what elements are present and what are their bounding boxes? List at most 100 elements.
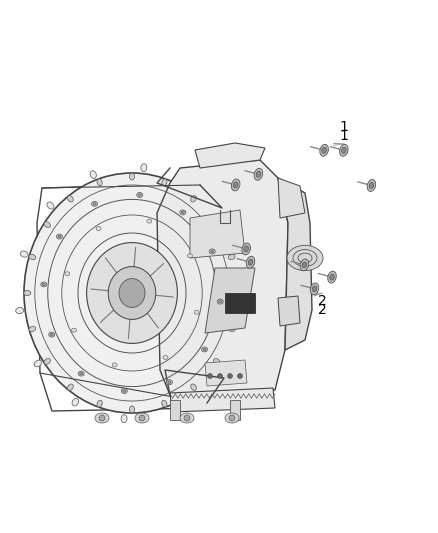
- Ellipse shape: [237, 325, 245, 331]
- Polygon shape: [190, 210, 245, 258]
- Ellipse shape: [29, 254, 36, 260]
- Circle shape: [184, 415, 190, 421]
- Ellipse shape: [162, 179, 167, 185]
- Ellipse shape: [312, 286, 317, 292]
- Ellipse shape: [171, 406, 178, 414]
- Ellipse shape: [256, 171, 261, 177]
- Ellipse shape: [228, 254, 235, 260]
- Ellipse shape: [135, 413, 149, 423]
- Text: 2: 2: [318, 303, 326, 317]
- Circle shape: [229, 415, 235, 421]
- Ellipse shape: [57, 234, 63, 239]
- Ellipse shape: [44, 222, 50, 228]
- Ellipse shape: [219, 300, 222, 303]
- Ellipse shape: [65, 272, 70, 276]
- Ellipse shape: [41, 282, 47, 287]
- Ellipse shape: [130, 406, 134, 413]
- Ellipse shape: [29, 326, 36, 332]
- Ellipse shape: [67, 196, 73, 202]
- Polygon shape: [205, 360, 247, 386]
- Ellipse shape: [138, 193, 141, 196]
- Ellipse shape: [211, 250, 214, 253]
- Ellipse shape: [203, 348, 206, 351]
- Ellipse shape: [191, 384, 197, 390]
- Circle shape: [139, 415, 145, 421]
- Ellipse shape: [166, 379, 173, 385]
- Ellipse shape: [95, 413, 109, 423]
- Ellipse shape: [96, 227, 101, 231]
- Ellipse shape: [50, 333, 53, 336]
- Ellipse shape: [97, 400, 102, 407]
- Ellipse shape: [330, 274, 334, 280]
- Ellipse shape: [194, 310, 199, 314]
- Ellipse shape: [328, 271, 336, 283]
- Ellipse shape: [214, 222, 220, 228]
- Ellipse shape: [123, 390, 126, 392]
- Text: 2: 2: [318, 294, 326, 308]
- Circle shape: [208, 374, 212, 378]
- Ellipse shape: [300, 259, 309, 271]
- Ellipse shape: [108, 266, 156, 319]
- Ellipse shape: [298, 253, 312, 263]
- Ellipse shape: [162, 400, 167, 407]
- Ellipse shape: [293, 249, 317, 266]
- Ellipse shape: [42, 283, 45, 286]
- Ellipse shape: [163, 356, 168, 359]
- Polygon shape: [205, 268, 255, 333]
- Ellipse shape: [24, 290, 31, 295]
- Ellipse shape: [224, 223, 232, 230]
- Ellipse shape: [310, 283, 319, 295]
- Ellipse shape: [80, 373, 83, 375]
- Ellipse shape: [71, 328, 77, 332]
- Ellipse shape: [246, 256, 255, 268]
- Ellipse shape: [187, 254, 192, 258]
- Ellipse shape: [141, 164, 147, 172]
- Ellipse shape: [47, 202, 54, 209]
- Ellipse shape: [254, 168, 263, 180]
- Ellipse shape: [181, 211, 184, 214]
- Ellipse shape: [233, 182, 238, 188]
- Ellipse shape: [213, 374, 220, 381]
- Ellipse shape: [180, 413, 194, 423]
- Ellipse shape: [287, 245, 323, 271]
- Ellipse shape: [87, 243, 177, 343]
- Polygon shape: [230, 400, 240, 420]
- Ellipse shape: [67, 384, 73, 390]
- Ellipse shape: [93, 203, 96, 205]
- Circle shape: [99, 415, 105, 421]
- Ellipse shape: [180, 210, 186, 215]
- Ellipse shape: [225, 413, 239, 423]
- Ellipse shape: [130, 173, 134, 180]
- Ellipse shape: [209, 249, 215, 254]
- Ellipse shape: [92, 201, 98, 206]
- Circle shape: [218, 374, 223, 378]
- Ellipse shape: [137, 192, 143, 197]
- Ellipse shape: [244, 246, 248, 252]
- Ellipse shape: [214, 359, 220, 364]
- Ellipse shape: [189, 182, 195, 190]
- Ellipse shape: [90, 171, 96, 179]
- Ellipse shape: [228, 326, 235, 332]
- Ellipse shape: [217, 299, 223, 304]
- Ellipse shape: [233, 290, 240, 295]
- Circle shape: [227, 374, 233, 378]
- Circle shape: [237, 374, 243, 378]
- Ellipse shape: [367, 180, 376, 191]
- Ellipse shape: [240, 268, 247, 274]
- Ellipse shape: [242, 243, 251, 255]
- Ellipse shape: [320, 144, 328, 156]
- Ellipse shape: [302, 262, 307, 268]
- Ellipse shape: [322, 147, 326, 154]
- Text: 1: 1: [339, 129, 348, 143]
- Ellipse shape: [78, 371, 84, 376]
- Ellipse shape: [34, 360, 42, 367]
- Ellipse shape: [121, 389, 127, 393]
- Ellipse shape: [369, 182, 374, 189]
- Ellipse shape: [20, 251, 28, 257]
- Ellipse shape: [24, 173, 240, 413]
- Ellipse shape: [248, 259, 253, 265]
- Ellipse shape: [342, 147, 346, 154]
- Ellipse shape: [119, 279, 145, 308]
- Ellipse shape: [97, 179, 102, 185]
- Ellipse shape: [49, 332, 55, 337]
